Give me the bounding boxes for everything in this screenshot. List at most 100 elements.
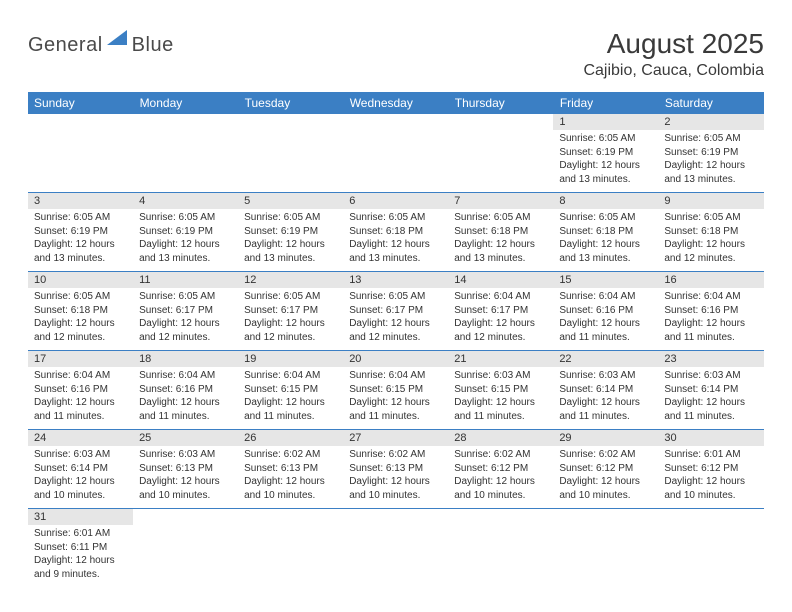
sunrise-line: Sunrise: 6:05 AM	[559, 211, 652, 225]
day-detail-cell: Sunrise: 6:05 AMSunset: 6:17 PMDaylight:…	[133, 288, 238, 351]
sunset-line: Sunset: 6:19 PM	[664, 146, 757, 160]
sunrise-line: Sunrise: 6:04 AM	[664, 290, 757, 304]
day-detail-cell: Sunrise: 6:02 AMSunset: 6:13 PMDaylight:…	[343, 446, 448, 509]
detail-row: Sunrise: 6:05 AMSunset: 6:19 PMDaylight:…	[28, 130, 764, 193]
detail-row: Sunrise: 6:01 AMSunset: 6:11 PMDaylight:…	[28, 525, 764, 587]
title-block: August 2025 Cajibio, Cauca, Colombia	[583, 28, 764, 80]
daylight-line: Daylight: 12 hours and 10 minutes.	[139, 475, 232, 502]
sunrise-line: Sunrise: 6:02 AM	[559, 448, 652, 462]
logo-text-general: General	[28, 34, 103, 57]
day-number-cell: 26	[238, 430, 343, 447]
daylight-line: Daylight: 12 hours and 10 minutes.	[559, 475, 652, 502]
location: Cajibio, Cauca, Colombia	[583, 62, 764, 80]
calendar-table: SundayMondayTuesdayWednesdayThursdayFrid…	[28, 92, 764, 587]
day-number-cell	[133, 114, 238, 130]
day-number-cell: 20	[343, 351, 448, 368]
sunset-line: Sunset: 6:15 PM	[244, 383, 337, 397]
day-number-cell: 9	[658, 193, 763, 210]
daylight-line: Daylight: 12 hours and 10 minutes.	[664, 475, 757, 502]
sunset-line: Sunset: 6:18 PM	[454, 225, 547, 239]
daynum-row: 10111213141516	[28, 272, 764, 289]
day-detail-cell: Sunrise: 6:03 AMSunset: 6:13 PMDaylight:…	[133, 446, 238, 509]
sunrise-line: Sunrise: 6:05 AM	[244, 211, 337, 225]
sunrise-line: Sunrise: 6:05 AM	[664, 211, 757, 225]
daylight-line: Daylight: 12 hours and 11 minutes.	[34, 396, 127, 423]
sunset-line: Sunset: 6:16 PM	[139, 383, 232, 397]
day-detail-cell: Sunrise: 6:05 AMSunset: 6:18 PMDaylight:…	[658, 209, 763, 272]
day-number-cell	[448, 509, 553, 526]
sunrise-line: Sunrise: 6:04 AM	[559, 290, 652, 304]
detail-row: Sunrise: 6:04 AMSunset: 6:16 PMDaylight:…	[28, 367, 764, 430]
daylight-line: Daylight: 12 hours and 13 minutes.	[139, 238, 232, 265]
sunrise-line: Sunrise: 6:05 AM	[454, 211, 547, 225]
sunset-line: Sunset: 6:17 PM	[349, 304, 442, 318]
weekday-header-row: SundayMondayTuesdayWednesdayThursdayFrid…	[28, 92, 764, 114]
sunset-line: Sunset: 6:15 PM	[454, 383, 547, 397]
day-number-cell: 2	[658, 114, 763, 130]
day-number-cell: 17	[28, 351, 133, 368]
day-number-cell: 10	[28, 272, 133, 289]
day-number-cell: 15	[553, 272, 658, 289]
sunset-line: Sunset: 6:18 PM	[34, 304, 127, 318]
daylight-line: Daylight: 12 hours and 10 minutes.	[349, 475, 442, 502]
sunset-line: Sunset: 6:17 PM	[139, 304, 232, 318]
sunset-line: Sunset: 6:18 PM	[559, 225, 652, 239]
day-detail-cell: Sunrise: 6:05 AMSunset: 6:17 PMDaylight:…	[343, 288, 448, 351]
weekday-header: Tuesday	[238, 92, 343, 114]
day-number-cell	[448, 114, 553, 130]
day-detail-cell	[658, 525, 763, 587]
daylight-line: Daylight: 12 hours and 11 minutes.	[559, 396, 652, 423]
day-detail-cell	[553, 525, 658, 587]
daylight-line: Daylight: 12 hours and 11 minutes.	[664, 396, 757, 423]
day-detail-cell: Sunrise: 6:03 AMSunset: 6:15 PMDaylight:…	[448, 367, 553, 430]
day-number-cell	[238, 509, 343, 526]
daynum-row: 12	[28, 114, 764, 130]
day-number-cell: 5	[238, 193, 343, 210]
day-number-cell: 31	[28, 509, 133, 526]
weekday-header: Wednesday	[343, 92, 448, 114]
day-number-cell	[133, 509, 238, 526]
daylight-line: Daylight: 12 hours and 13 minutes.	[454, 238, 547, 265]
day-detail-cell: Sunrise: 6:04 AMSunset: 6:15 PMDaylight:…	[343, 367, 448, 430]
day-number-cell: 22	[553, 351, 658, 368]
sunrise-line: Sunrise: 6:02 AM	[349, 448, 442, 462]
day-detail-cell	[238, 130, 343, 193]
daynum-row: 31	[28, 509, 764, 526]
day-number-cell: 14	[448, 272, 553, 289]
day-number-cell: 6	[343, 193, 448, 210]
header: General Blue August 2025 Cajibio, Cauca,…	[28, 28, 764, 80]
day-detail-cell: Sunrise: 6:02 AMSunset: 6:12 PMDaylight:…	[448, 446, 553, 509]
weekday-header: Friday	[553, 92, 658, 114]
sunset-line: Sunset: 6:19 PM	[559, 146, 652, 160]
daylight-line: Daylight: 12 hours and 13 minutes.	[34, 238, 127, 265]
day-number-cell: 28	[448, 430, 553, 447]
sunrise-line: Sunrise: 6:03 AM	[664, 369, 757, 383]
day-detail-cell: Sunrise: 6:01 AMSunset: 6:12 PMDaylight:…	[658, 446, 763, 509]
day-detail-cell: Sunrise: 6:05 AMSunset: 6:18 PMDaylight:…	[28, 288, 133, 351]
sunset-line: Sunset: 6:19 PM	[139, 225, 232, 239]
day-number-cell: 19	[238, 351, 343, 368]
sunrise-line: Sunrise: 6:05 AM	[559, 132, 652, 146]
daylight-line: Daylight: 12 hours and 13 minutes.	[559, 159, 652, 186]
day-number-cell: 1	[553, 114, 658, 130]
daylight-line: Daylight: 12 hours and 10 minutes.	[244, 475, 337, 502]
daylight-line: Daylight: 12 hours and 10 minutes.	[454, 475, 547, 502]
day-detail-cell	[133, 130, 238, 193]
day-number-cell: 24	[28, 430, 133, 447]
sunrise-line: Sunrise: 6:02 AM	[454, 448, 547, 462]
sunrise-line: Sunrise: 6:02 AM	[244, 448, 337, 462]
sunset-line: Sunset: 6:19 PM	[244, 225, 337, 239]
day-number-cell: 3	[28, 193, 133, 210]
day-detail-cell: Sunrise: 6:05 AMSunset: 6:18 PMDaylight:…	[343, 209, 448, 272]
daylight-line: Daylight: 12 hours and 11 minutes.	[454, 396, 547, 423]
day-detail-cell: Sunrise: 6:05 AMSunset: 6:19 PMDaylight:…	[28, 209, 133, 272]
sunset-line: Sunset: 6:16 PM	[664, 304, 757, 318]
day-number-cell	[658, 509, 763, 526]
logo-sail-icon	[107, 28, 129, 51]
daylight-line: Daylight: 12 hours and 12 minutes.	[349, 317, 442, 344]
sunset-line: Sunset: 6:13 PM	[139, 462, 232, 476]
day-detail-cell: Sunrise: 6:03 AMSunset: 6:14 PMDaylight:…	[28, 446, 133, 509]
day-number-cell	[553, 509, 658, 526]
day-number-cell	[343, 509, 448, 526]
sunrise-line: Sunrise: 6:05 AM	[349, 290, 442, 304]
